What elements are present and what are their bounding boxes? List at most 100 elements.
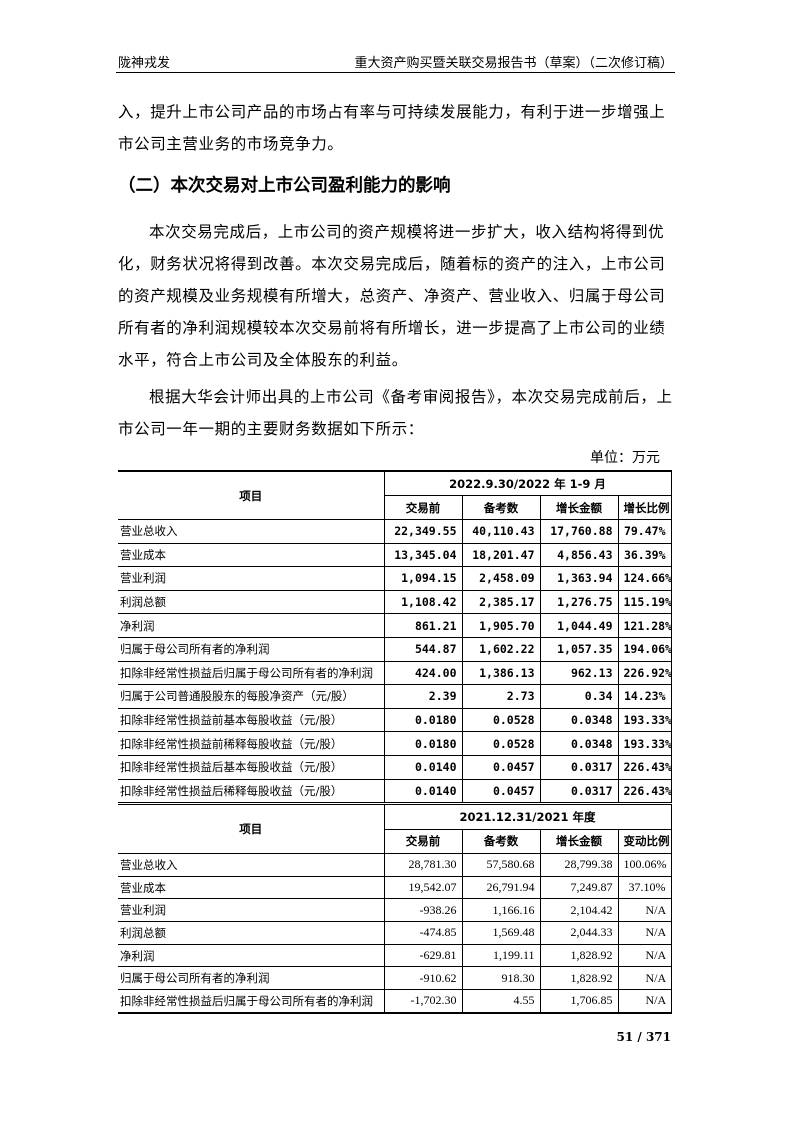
table-row: 扣除非经常性损益后归属于母公司所有者的净利润 424.00 1,386.13 962.…	[118, 660, 672, 686]
table-row: 扣除非经常性损益前稀释每股收益（元/股） 0.0180 0.0528 0.0348 19…	[118, 731, 672, 756]
cell-value: 2,458.09	[461, 566, 541, 591]
cell-value: 1,276.75	[539, 589, 619, 615]
period-header: 2021.12.31/2021 年度	[383, 804, 672, 830]
row-label: 归属于母公司所有者的净利润	[118, 636, 385, 662]
cell-value: 424.00	[383, 660, 463, 686]
cell-value: 14.23%	[617, 684, 672, 709]
cell-value: 0.0140	[383, 778, 463, 804]
cell-value: 1,386.13	[461, 660, 541, 686]
table-row: 利润总额 1,108.42 2,385.17 1,276.75 115.19%	[118, 589, 672, 615]
table-row: 净利润 861.21 1,905.70 1,044.49 121.28%	[118, 613, 672, 638]
cell-value: 226.92%	[617, 660, 672, 686]
cell-value: 0.34	[539, 684, 619, 709]
cell-value: N/A	[617, 989, 672, 1014]
table-row: 归属于公司普通股股东的每股净资产（元/股） 2.39 2.73 0.34 14.23%	[118, 684, 672, 709]
cell-value: 2.39	[383, 684, 463, 709]
cell-value: 13,345.04	[383, 542, 463, 568]
cell-value: 1,828.92	[539, 966, 619, 991]
column-header: 备考数	[461, 495, 541, 520]
cell-value: 226.43%	[617, 778, 672, 804]
cell-value: 28,781.30	[383, 853, 463, 877]
cell-value: 22,349.55	[383, 519, 463, 544]
row-label: 营业利润	[118, 566, 385, 591]
cell-value: 1,094.15	[383, 566, 463, 591]
paragraph: 入，提升上市公司产品的市场占有率与可持续发展能力，有利于进一步增强上市公司主营业…	[118, 103, 666, 153]
cell-value: 121.28%	[617, 613, 672, 638]
table-row: 扣除非经常性损益后归属于母公司所有者的净利润 -1,702.30 4.55 1,706…	[118, 989, 672, 1014]
cell-value: 1,569.48	[461, 921, 541, 945]
cell-value: -1,702.30	[383, 989, 463, 1014]
cell-value: -938.26	[383, 898, 463, 923]
cell-value: 0.0180	[383, 731, 463, 756]
cell-value: 0.0180	[383, 707, 463, 733]
column-header: 增长金额	[539, 495, 619, 520]
cell-value: -910.62	[383, 966, 463, 991]
unit-label: 单位：万元	[590, 450, 660, 466]
row-label: 扣除非经常性损益后稀释每股收益（元/股）	[118, 778, 385, 804]
cell-value: 918.30	[461, 966, 541, 991]
table-row: 净利润 -629.81 1,199.11 1,828.92 N/A	[118, 943, 672, 968]
cell-value: 0.0317	[539, 754, 619, 780]
cell-value: 1,905.70	[461, 613, 541, 638]
cell-value: 7,249.87	[539, 875, 619, 900]
table-row: 营业总收入 22,349.55 40,110.43 17,760.88 79.47%	[118, 519, 672, 544]
financial-table-2022: 项目 2022.9.30/2022 年 1-9 月 交易前 备考数 增长金额 增长比例…	[118, 470, 672, 804]
table-row: 营业总收入 28,781.30 57,580.68 28,799.38 100.06%	[118, 853, 672, 877]
cell-value: 193.33%	[617, 731, 672, 756]
cell-value: 1,199.11	[461, 943, 541, 968]
cell-value: N/A	[617, 966, 672, 991]
item-header: 项目	[118, 804, 385, 854]
cell-value: 194.06%	[617, 636, 672, 662]
paragraph: 本次交易完成后，上市公司的资产规模将进一步扩大，收入结构将得到优化，财务状况将得…	[118, 223, 666, 369]
cell-value: 0.0528	[461, 731, 541, 756]
cell-value: 1,706.85	[539, 989, 619, 1014]
table-row: 扣除非经常性损益后稀释每股收益（元/股） 0.0140 0.0457 0.0317 22…	[118, 778, 672, 804]
cell-value: 124.66%	[617, 566, 672, 591]
cell-value: N/A	[617, 921, 672, 945]
table-row: 营业成本 13,345.04 18,201.47 4,856.43 36.39%	[118, 542, 672, 568]
row-label: 净利润	[118, 943, 385, 968]
header-company: 陇神戎发	[118, 56, 171, 71]
cell-value: 2,385.17	[461, 589, 541, 615]
cell-value: 57,580.68	[461, 853, 541, 877]
cell-value: 37.10%	[617, 875, 672, 900]
table-row: 营业利润 -938.26 1,166.16 2,104.42 N/A	[118, 898, 672, 923]
table-row: 利润总额 -474.85 1,569.48 2,044.33 N/A	[118, 921, 672, 945]
cell-value: 1,057.35	[539, 636, 619, 662]
cell-value: 40,110.43	[461, 519, 541, 544]
row-label: 营业成本	[118, 542, 385, 568]
row-label: 营业总收入	[118, 519, 385, 544]
cell-value: 0.0348	[539, 707, 619, 733]
cell-value: 26,791.94	[461, 875, 541, 900]
table-row: 扣除非经常性损益后基本每股收益（元/股） 0.0140 0.0457 0.0317 22…	[118, 754, 672, 780]
cell-value: 0.0457	[461, 778, 541, 804]
table-row: 营业成本 19,542.07 26,791.94 7,249.87 37.10%	[118, 875, 672, 900]
row-label: 扣除非经常性损益后基本每股收益（元/股）	[118, 754, 385, 780]
period-header: 2022.9.30/2022 年 1-9 月	[383, 470, 672, 496]
header-divider	[116, 72, 675, 73]
table-row: 归属于母公司所有者的净利润 -910.62 918.30 1,828.92 N/A	[118, 966, 672, 991]
cell-value: 4,856.43	[539, 542, 619, 568]
row-label: 营业利润	[118, 898, 385, 923]
row-label: 营业成本	[118, 875, 385, 900]
column-header: 增长金额	[539, 828, 619, 854]
cell-value: 544.87	[383, 636, 463, 662]
column-header: 交易前	[383, 495, 463, 520]
cell-value: 1,108.42	[383, 589, 463, 615]
cell-value: 2.73	[461, 684, 541, 709]
cell-value: 0.0317	[539, 778, 619, 804]
row-label: 扣除非经常性损益前稀释每股收益（元/股）	[118, 731, 385, 756]
cell-value: 4.55	[461, 989, 541, 1014]
cell-value: 19,542.07	[383, 875, 463, 900]
page-number: 51 / 371	[616, 1030, 672, 1044]
cell-value: 962.13	[539, 660, 619, 686]
cell-value: 0.0140	[383, 754, 463, 780]
column-header: 备考数	[461, 828, 541, 854]
row-label: 扣除非经常性损益后归属于母公司所有者的净利润	[118, 660, 385, 686]
cell-value: 0.0348	[539, 731, 619, 756]
cell-value: N/A	[617, 898, 672, 923]
table-row: 营业利润 1,094.15 2,458.09 1,363.94 124.66%	[118, 566, 672, 591]
header-doc-title: 重大资产购买暨关联交易报告书（草案）（二次修订稿）	[354, 56, 673, 71]
cell-value: 0.0457	[461, 754, 541, 780]
cell-value: 1,166.16	[461, 898, 541, 923]
